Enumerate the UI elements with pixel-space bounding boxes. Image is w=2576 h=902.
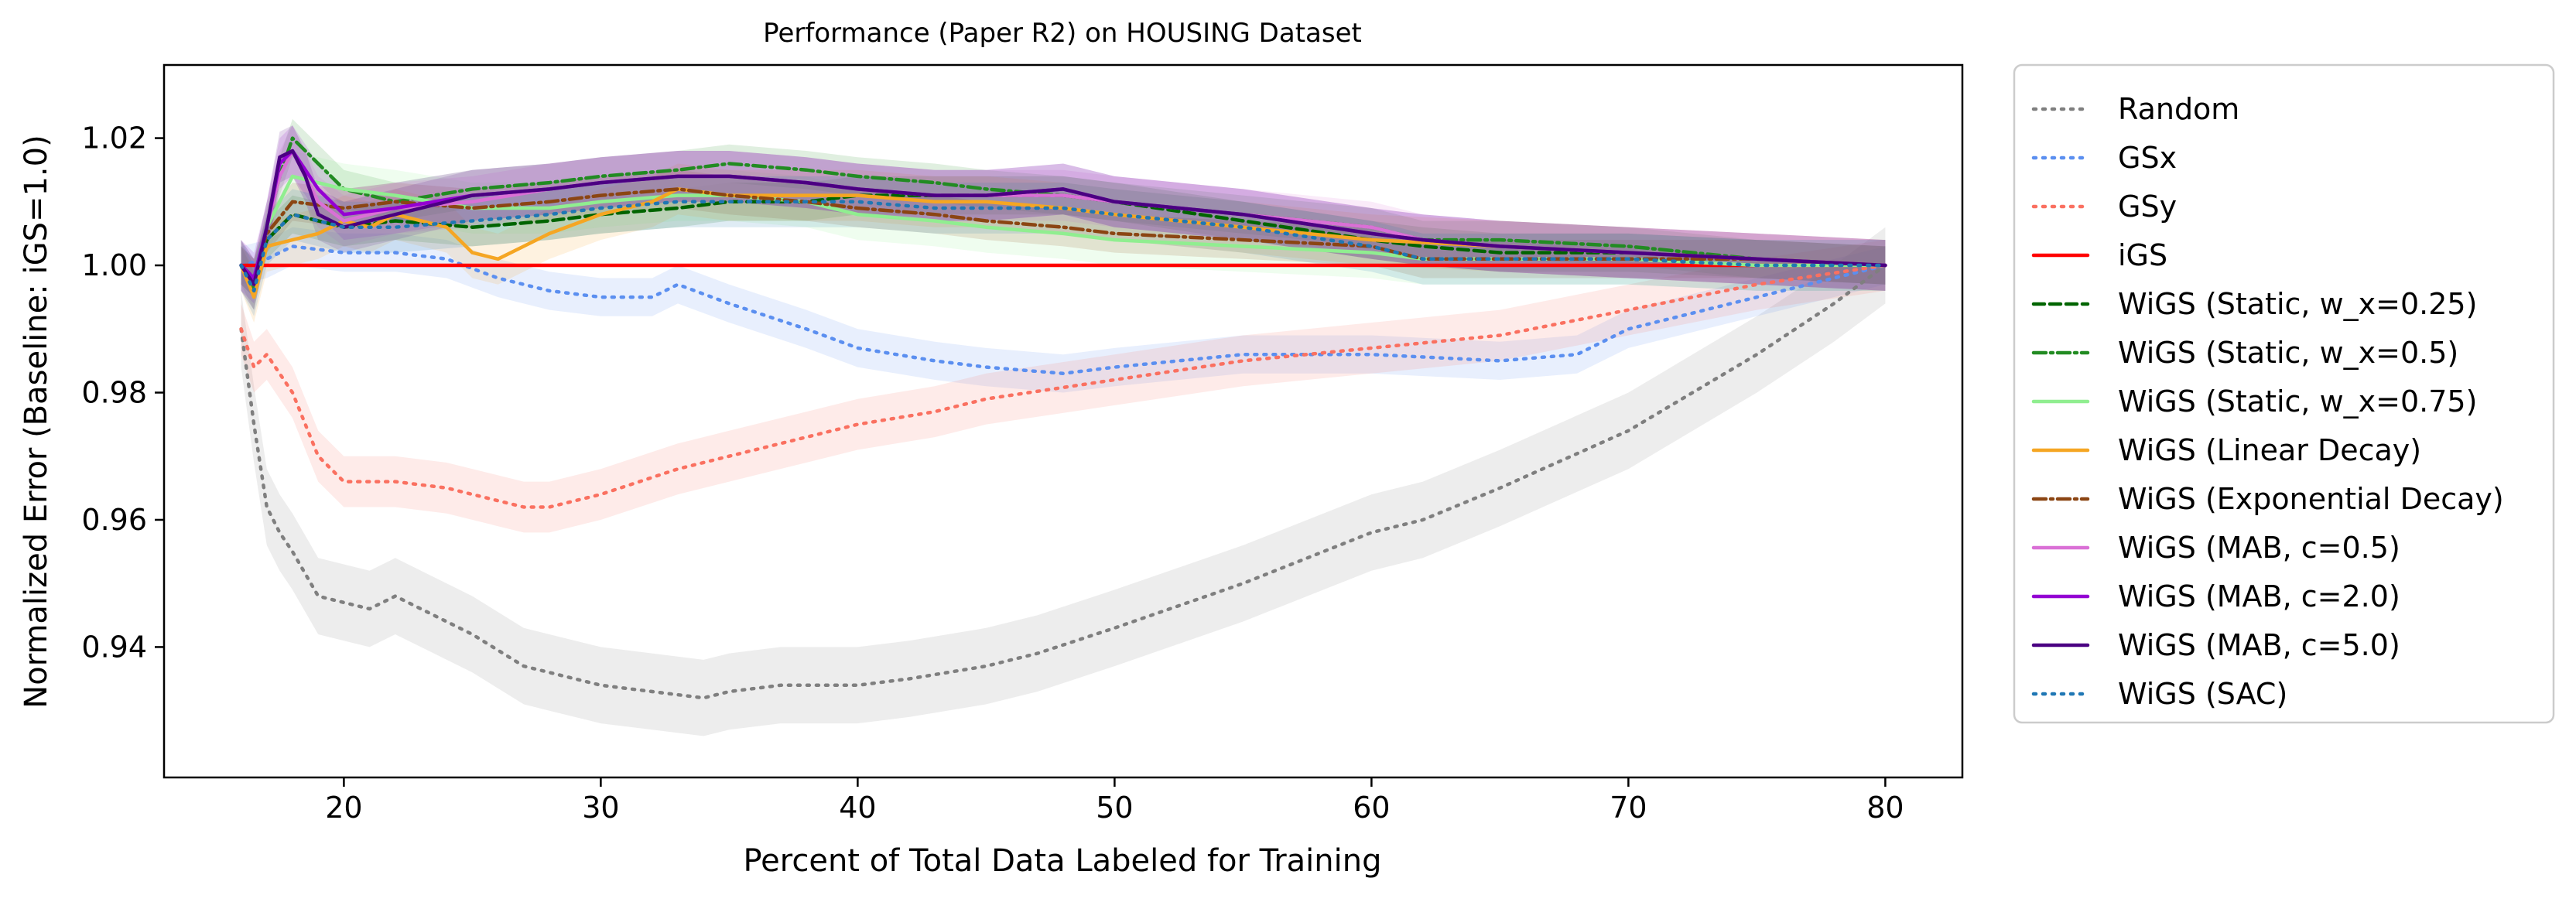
- legend-label-wigs-sac: WiGS (SAC): [2118, 677, 2287, 711]
- y-axis-label: Normalized Error (Baseline: iGS=1.0): [19, 135, 54, 708]
- x-tick-label: 40: [839, 791, 876, 825]
- series-lines: [239, 136, 1887, 700]
- chart-title: Performance (Paper R2) on HOUSING Datase…: [763, 18, 1362, 49]
- series-line-wigs-sac: [239, 200, 1887, 293]
- legend-label-wigs-static-w-x-0-25: WiGS (Static, w_x=0.25): [2118, 287, 2477, 321]
- legend-label-wigs-mab-c-2-0: WiGS (MAB, c=2.0): [2118, 579, 2400, 613]
- legend-label-wigs-linear-decay: WiGS (Linear Decay): [2118, 433, 2421, 467]
- y-tick-label: 1.02: [81, 121, 147, 155]
- x-tick-label: 60: [1353, 791, 1390, 825]
- legend-label-wigs-static-w-x-0-75: WiGS (Static, w_x=0.75): [2118, 384, 2477, 419]
- legend-frame: [2013, 63, 2555, 724]
- x-tick-label: 80: [1866, 791, 1904, 825]
- legend: Random GSx GSy iGS WiGS (Static, w_x=0.25) Wi…: [2013, 63, 2555, 724]
- band-wigs-static-w-x-0-5: [241, 118, 1886, 310]
- band-gsy: [241, 240, 1886, 533]
- legend-label-wigs-static-w-x-0-5: WiGS (Static, w_x=0.5): [2118, 336, 2458, 370]
- plot-frame: [162, 63, 1964, 779]
- x-tick-label: 50: [1096, 791, 1133, 825]
- x-axis: 20 30 40 50 60 70 80: [325, 777, 1904, 825]
- legend-label-gsy: GSy: [2118, 190, 2177, 224]
- legend-label-wigs-exponential-decay: WiGS (Exponential Decay): [2118, 482, 2504, 516]
- legend-label-gsx: GSx: [2118, 141, 2177, 175]
- y-axis: 0.94 0.96 0.98 1.00 1.02: [81, 121, 164, 664]
- x-axis-label: Percent of Total Data Labeled for Traini…: [743, 843, 1381, 879]
- x-tick-label: 30: [582, 791, 619, 825]
- y-tick-label: 0.98: [81, 375, 147, 409]
- y-tick-label: 1.00: [81, 248, 147, 282]
- legend-label-random: Random: [2118, 92, 2239, 126]
- band-random: [241, 227, 1886, 736]
- legend-label-wigs-mab-c-5-0: WiGS (MAB, c=5.0): [2118, 628, 2400, 662]
- y-tick-label: 0.96: [81, 503, 147, 537]
- series-line-random: [239, 263, 1887, 700]
- series-line-gsx: [239, 244, 1887, 376]
- y-tick-label: 0.94: [81, 630, 147, 664]
- band-gsx: [241, 227, 1886, 393]
- series-line-wigs-mab-c-5-0: [239, 149, 1887, 286]
- x-tick-label: 20: [325, 791, 362, 825]
- x-tick-label: 70: [1610, 791, 1647, 825]
- legend-label-igs: iGS: [2118, 238, 2167, 272]
- series-line-gsy: [239, 263, 1887, 509]
- legend-label-wigs-mab-c-0-5: WiGS (MAB, c=0.5): [2118, 531, 2400, 565]
